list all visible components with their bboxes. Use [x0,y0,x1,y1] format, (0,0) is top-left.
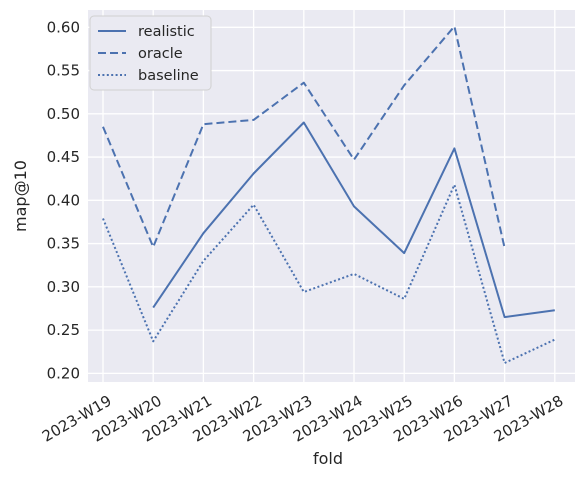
series-line-oracle [102,25,506,249]
legend-box [89,15,212,91]
legend-label-realistic: realistic [138,24,195,40]
x-axis-label: fold [313,449,343,468]
y-tick-label: 0.45 [47,148,80,166]
series-lines [102,25,556,364]
y-axis: 0.20 0.25 0.30 0.35 0.40 0.45 0.50 0.55 0.60 [47,18,80,382]
legend-label-oracle: oracle [138,46,183,62]
y-tick-label: 0.35 [47,235,80,253]
series-line-realistic [152,121,555,319]
y-tick-label: 0.30 [47,278,80,296]
y-axis-label: map@10 [11,160,30,232]
y-tick-label: 0.40 [47,191,80,209]
y-tick-label: 0.25 [47,321,80,339]
legend: realistic oracle baseline [89,15,212,91]
y-tick-label: 0.55 [47,62,80,80]
y-tick-label: 0.60 [47,18,80,36]
x-axis: 2023-W192023-W202023-W212023-W222023-W23… [39,392,566,446]
legend-label-baseline: baseline [138,68,199,84]
y-tick-label: 0.20 [47,364,80,382]
y-tick-label: 0.50 [47,105,80,123]
